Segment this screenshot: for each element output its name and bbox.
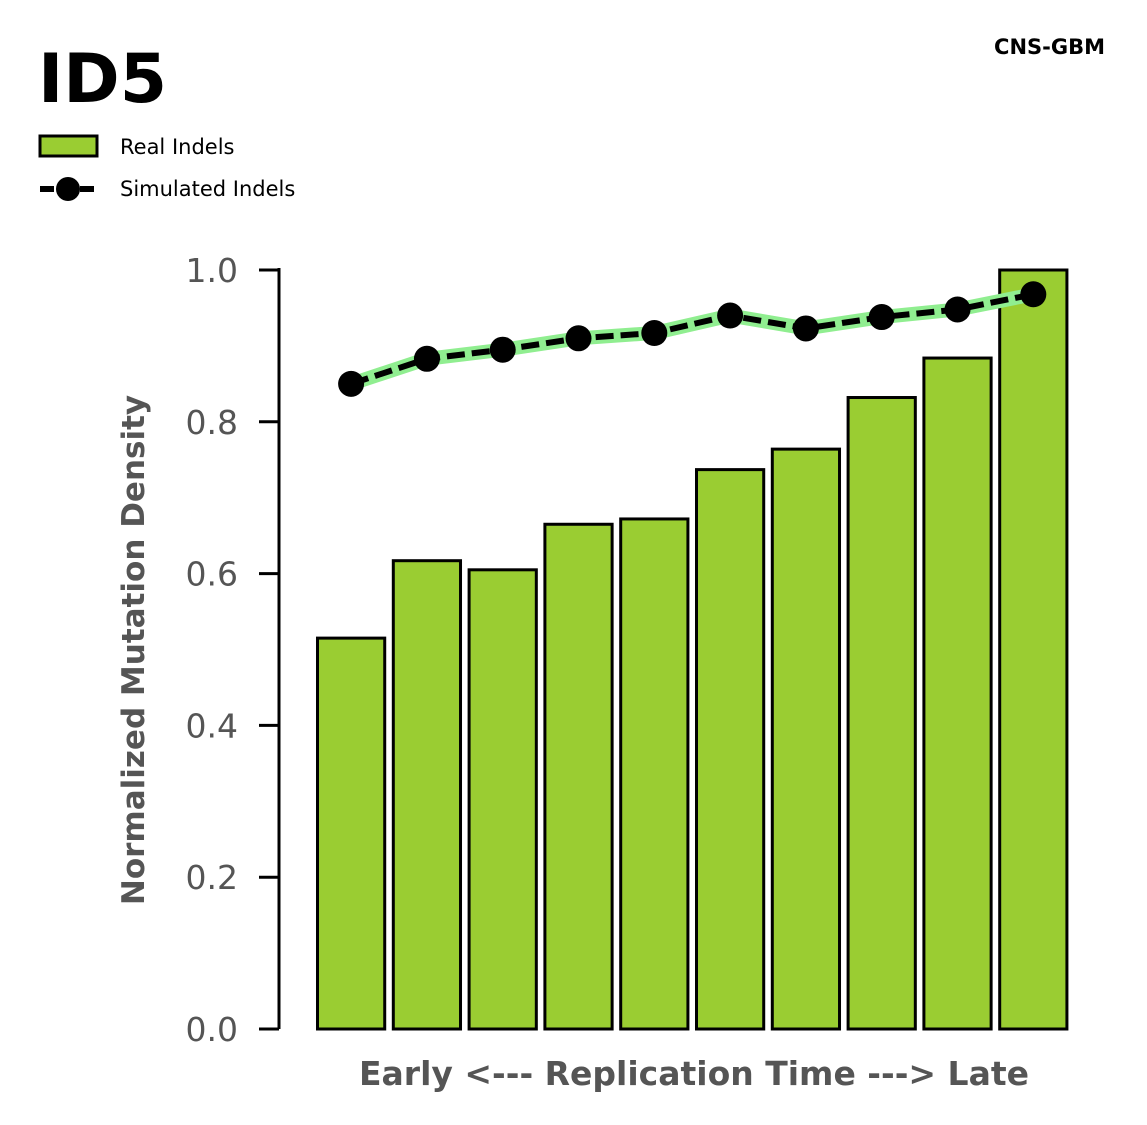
simulated-indels-point (792, 315, 819, 342)
simulated-indels-point (338, 370, 365, 397)
legend-swatch-real-indels (38, 134, 99, 158)
simulated-indels-point (413, 345, 440, 372)
legend-label-real-indels: Real Indels (120, 135, 234, 159)
bar-real-indels (467, 568, 538, 1031)
simulated-indels-point (717, 302, 744, 329)
y-tick-label: 0.2 (186, 858, 238, 897)
x-axis-label: Early <--- Replication Time ---> Late (359, 1054, 1029, 1093)
bar-real-indels (619, 517, 690, 1031)
y-tick-label: 0.4 (186, 706, 238, 745)
legend-label-simulated-indels: Simulated Indels (120, 177, 295, 201)
bar-real-indels (770, 447, 842, 1031)
bar-real-indels (695, 468, 766, 1031)
simulated-indels-point (489, 336, 516, 363)
y-tick-label: 0.6 (186, 555, 238, 594)
simulated-indels-point (565, 325, 592, 352)
simulated-indels-point (1020, 281, 1047, 308)
bar-real-indels (998, 268, 1069, 1031)
bar-real-indels (391, 559, 463, 1031)
legend-marker-simulated-indels (56, 177, 80, 201)
bar-real-indels (543, 522, 614, 1031)
simulated-indels-point (944, 296, 971, 323)
bar-real-indels (316, 636, 387, 1031)
chart-subtitle: CNS-GBM (994, 35, 1105, 59)
bar-real-indels (922, 356, 993, 1031)
y-tick-label: 0.8 (186, 403, 238, 442)
chart-title: ID5 (38, 40, 167, 119)
bar-real-indels (846, 396, 917, 1031)
y-tick-label: 0.0 (186, 1010, 238, 1049)
simulated-indels-point (868, 304, 895, 331)
simulated-indels-line (350, 291, 1034, 387)
y-tick-label: 1.0 (186, 251, 238, 290)
simulated-indels-point (641, 319, 668, 346)
legend: Real Indels Simulated Indels (38, 134, 295, 201)
y-axis-label: Normalized Mutation Density (116, 395, 152, 905)
